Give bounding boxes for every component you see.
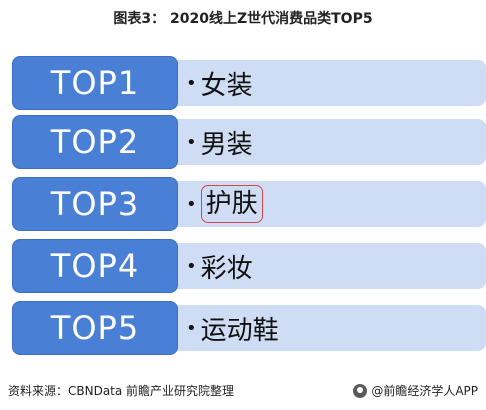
item-text: • 彩妆 xyxy=(186,243,253,289)
rank-row-3: TOP3 • 护肤 xyxy=(12,177,486,231)
item-label: 女装 xyxy=(200,70,253,101)
rank-box: TOP2 xyxy=(12,115,178,169)
rank-row-4: TOP4 • 彩妆 xyxy=(12,239,486,293)
brand-label: @前瞻经济学人APP xyxy=(371,384,478,398)
rank-box: TOP1 xyxy=(12,56,178,110)
rank-row-2: TOP2 • 男装 xyxy=(12,115,486,169)
bullet-icon: • xyxy=(186,131,197,153)
bullet-icon: • xyxy=(186,193,197,215)
brand-logo-icon xyxy=(353,383,368,398)
source-note: 资料来源：CBNData 前瞻产业研究院整理 xyxy=(8,384,235,398)
item-box xyxy=(142,243,486,289)
chart-title: 图表3： 2020线上Z世代消费品类TOP5 xyxy=(113,11,373,27)
item-box xyxy=(142,181,486,227)
item-label: 运动鞋 xyxy=(200,315,279,346)
rank-row-1: TOP1 • 女装 xyxy=(12,56,486,110)
item-label-highlighted: 护肤 xyxy=(200,185,263,223)
rank-box: TOP3 xyxy=(12,177,178,231)
item-text: • 运动鞋 xyxy=(186,305,279,351)
item-text: • 女装 xyxy=(186,60,253,106)
rank-box: TOP4 xyxy=(12,239,178,293)
brand-credit: @前瞻经济学人APP xyxy=(353,382,478,399)
bullet-icon: • xyxy=(186,255,197,277)
item-box xyxy=(142,305,486,351)
rank-row-5: TOP5 • 运动鞋 xyxy=(12,301,486,355)
item-box xyxy=(142,60,486,106)
rank-box: TOP5 xyxy=(12,301,178,355)
bullet-icon: • xyxy=(186,72,197,94)
item-text: • 护肤 xyxy=(186,181,263,227)
item-box xyxy=(142,119,486,165)
bullet-icon: • xyxy=(186,317,197,339)
item-label: 彩妆 xyxy=(200,253,253,284)
item-text: • 男装 xyxy=(186,119,253,165)
item-label: 男装 xyxy=(200,129,253,160)
